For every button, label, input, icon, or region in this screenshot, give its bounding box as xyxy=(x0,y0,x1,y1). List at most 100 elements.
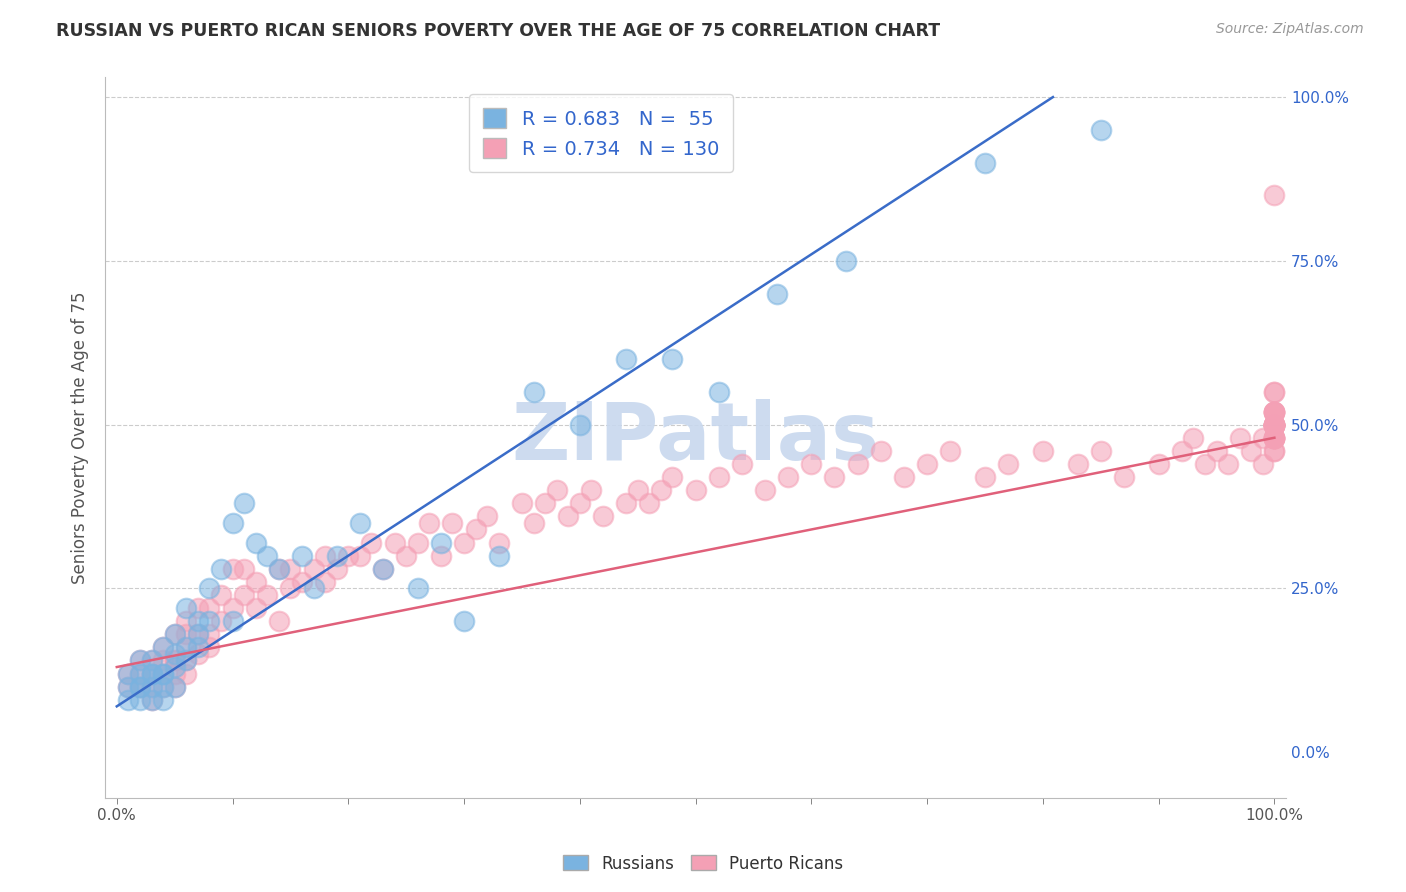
Point xyxy=(846,457,869,471)
Point xyxy=(152,680,174,694)
Point xyxy=(152,640,174,655)
Point xyxy=(291,549,314,563)
Point xyxy=(1263,417,1285,432)
Point xyxy=(453,614,475,628)
Point xyxy=(129,666,152,681)
Point xyxy=(488,549,510,563)
Point xyxy=(568,496,591,510)
Point xyxy=(869,443,891,458)
Point xyxy=(1263,417,1285,432)
Point xyxy=(638,496,661,510)
Point xyxy=(534,496,557,510)
Point xyxy=(291,574,314,589)
Point xyxy=(1263,417,1285,432)
Point xyxy=(893,470,915,484)
Point xyxy=(325,549,347,563)
Point xyxy=(1066,457,1088,471)
Point xyxy=(395,549,418,563)
Point xyxy=(661,470,683,484)
Point xyxy=(233,562,256,576)
Point xyxy=(997,457,1019,471)
Point xyxy=(384,535,406,549)
Point xyxy=(1240,443,1263,458)
Point xyxy=(187,627,209,641)
Point xyxy=(221,601,243,615)
Point xyxy=(174,653,197,667)
Point xyxy=(198,601,221,615)
Point xyxy=(1263,431,1285,445)
Point xyxy=(1263,431,1285,445)
Point xyxy=(522,384,544,399)
Point xyxy=(174,640,197,655)
Point xyxy=(302,562,325,576)
Point xyxy=(707,384,730,399)
Point xyxy=(581,483,603,498)
Legend: R = 0.683   N =  55, R = 0.734   N = 130: R = 0.683 N = 55, R = 0.734 N = 130 xyxy=(470,95,733,172)
Point xyxy=(1263,431,1285,445)
Point xyxy=(163,680,186,694)
Point xyxy=(117,666,139,681)
Point xyxy=(152,666,174,681)
Point xyxy=(1263,404,1285,418)
Point xyxy=(685,483,707,498)
Point xyxy=(198,640,221,655)
Point xyxy=(1263,443,1285,458)
Point xyxy=(1263,417,1285,432)
Point xyxy=(568,417,591,432)
Text: RUSSIAN VS PUERTO RICAN SENIORS POVERTY OVER THE AGE OF 75 CORRELATION CHART: RUSSIAN VS PUERTO RICAN SENIORS POVERTY … xyxy=(56,22,941,40)
Point xyxy=(233,496,256,510)
Point xyxy=(163,627,186,641)
Point xyxy=(1263,404,1285,418)
Point xyxy=(129,653,152,667)
Point xyxy=(117,680,139,694)
Point xyxy=(614,352,637,367)
Point xyxy=(302,582,325,596)
Point xyxy=(1090,443,1112,458)
Point xyxy=(141,666,163,681)
Point xyxy=(174,614,197,628)
Point xyxy=(198,627,221,641)
Point xyxy=(314,574,336,589)
Point xyxy=(280,562,302,576)
Point xyxy=(1147,457,1170,471)
Point xyxy=(1263,404,1285,418)
Point xyxy=(915,457,938,471)
Point xyxy=(163,647,186,661)
Point xyxy=(1229,431,1251,445)
Point xyxy=(1194,457,1216,471)
Point xyxy=(1032,443,1054,458)
Point xyxy=(349,516,371,530)
Point xyxy=(141,666,163,681)
Point xyxy=(1263,431,1285,445)
Point xyxy=(163,627,186,641)
Point xyxy=(152,680,174,694)
Point xyxy=(117,693,139,707)
Point xyxy=(430,549,453,563)
Point xyxy=(974,155,997,169)
Point xyxy=(477,509,499,524)
Point xyxy=(707,470,730,484)
Point xyxy=(650,483,672,498)
Point xyxy=(1263,417,1285,432)
Point xyxy=(245,535,267,549)
Point xyxy=(778,470,800,484)
Point xyxy=(488,535,510,549)
Point xyxy=(221,516,243,530)
Point xyxy=(627,483,650,498)
Point xyxy=(198,582,221,596)
Point xyxy=(256,549,278,563)
Point xyxy=(221,614,243,628)
Point xyxy=(141,653,163,667)
Point xyxy=(141,680,163,694)
Point xyxy=(129,653,152,667)
Point xyxy=(117,666,139,681)
Point xyxy=(824,470,846,484)
Point xyxy=(187,647,209,661)
Point xyxy=(453,535,475,549)
Point xyxy=(1182,431,1205,445)
Point xyxy=(174,666,197,681)
Point xyxy=(1251,457,1274,471)
Point xyxy=(152,653,174,667)
Point xyxy=(129,680,152,694)
Point xyxy=(325,562,347,576)
